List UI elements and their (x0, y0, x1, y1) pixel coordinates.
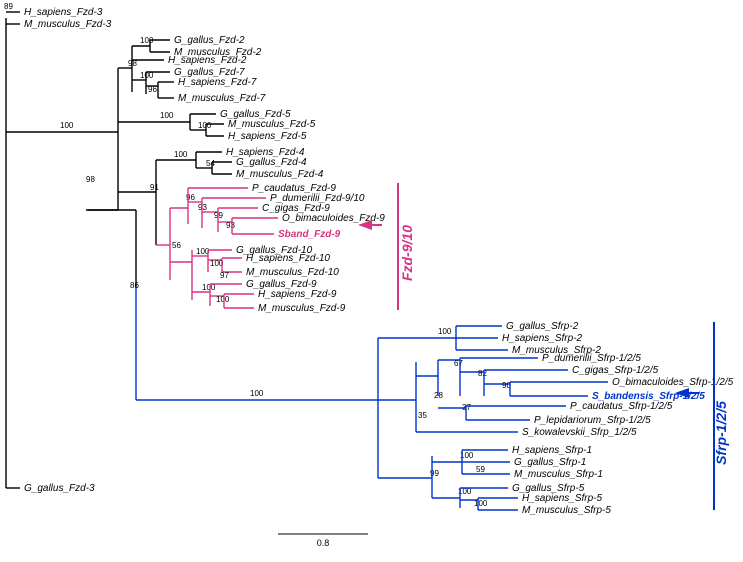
svg-text:37: 37 (462, 403, 471, 412)
svg-text:100: 100 (60, 121, 74, 130)
sfrp-clade-label: Sfrp-1/2/5 (713, 401, 729, 465)
svg-text:H_sapiens_Fzd-2: H_sapiens_Fzd-2 (168, 55, 247, 66)
svg-text:56: 56 (172, 241, 181, 250)
svg-text:M_musculus_Fzd-4: M_musculus_Fzd-4 (236, 169, 324, 180)
svg-text:C_gigas_Sfrp-1/2/5: C_gigas_Sfrp-1/2/5 (572, 365, 659, 376)
svg-text:91: 91 (150, 183, 159, 192)
scale-bar-label: 0.8 (317, 538, 330, 548)
fzd-clade-label: Fzd-9/10 (399, 225, 415, 281)
svg-text:100: 100 (174, 150, 188, 159)
svg-text:G_gallus_Sfrp-1: G_gallus_Sfrp-1 (514, 457, 586, 468)
svg-text:H_sapiens_Fzd-5: H_sapiens_Fzd-5 (228, 131, 307, 142)
svg-text:89: 89 (4, 2, 13, 11)
svg-text:54: 54 (206, 159, 215, 168)
svg-text:H_sapiens_Fzd-10: H_sapiens_Fzd-10 (246, 253, 330, 264)
phylogenetic-tree: H_sapiens_Fzd-3M_musculus_Fzd-3 89 G_gallu… (0, 0, 743, 562)
svg-text:86: 86 (130, 281, 139, 290)
svg-text:H_sapiens_Sfrp-1: H_sapiens_Sfrp-1 (512, 445, 592, 456)
svg-text:G_gallus_Fzd-4: G_gallus_Fzd-4 (236, 157, 307, 168)
svg-text:M_musculus_Fzd-5: M_musculus_Fzd-5 (228, 119, 316, 130)
svg-text:M_musculus_Sfrp-1: M_musculus_Sfrp-1 (514, 469, 603, 480)
svg-text:28: 28 (434, 391, 443, 400)
svg-text:59: 59 (476, 465, 485, 474)
svg-text:H_sapiens_Sfrp-5: H_sapiens_Sfrp-5 (522, 493, 602, 504)
svg-text:98: 98 (128, 59, 137, 68)
taxon-label: M_musculus_Fzd-3 (24, 19, 112, 30)
svg-text:P_dumerilii_Sfrp-1/2/5: P_dumerilii_Sfrp-1/2/5 (542, 353, 641, 364)
svg-text:100: 100 (216, 295, 230, 304)
svg-text:S_kowalevskii_Sfrp_1/2/5: S_kowalevskii_Sfrp_1/2/5 (522, 427, 637, 438)
svg-text:M_musculus_Fzd-7: M_musculus_Fzd-7 (178, 93, 266, 104)
svg-text:H_sapiens_Fzd-9: H_sapiens_Fzd-9 (258, 289, 337, 300)
taxon-label: H_sapiens_Fzd-3 (24, 7, 103, 18)
svg-text:G_gallus_Sfrp-2: G_gallus_Sfrp-2 (506, 321, 579, 332)
taxon-label: G_gallus_Fzd-3 (24, 483, 95, 494)
svg-text:M_musculus_Fzd-9: M_musculus_Fzd-9 (258, 303, 346, 314)
svg-text:100: 100 (198, 121, 212, 130)
svg-text:100: 100 (474, 499, 488, 508)
svg-text:P_caudatus_Sfrp-1/2/5: P_caudatus_Sfrp-1/2/5 (570, 401, 673, 412)
svg-text:93: 93 (226, 221, 235, 230)
svg-text:100: 100 (250, 389, 264, 398)
svg-text:100: 100 (438, 327, 452, 336)
svg-text:98: 98 (86, 175, 95, 184)
svg-text:99: 99 (214, 211, 223, 220)
svg-text:G_gallus_Fzd-2: G_gallus_Fzd-2 (174, 35, 245, 46)
svg-text:67: 67 (454, 359, 463, 368)
svg-text:96: 96 (148, 85, 157, 94)
svg-text:P_lepidariorum_Sfrp-1/2/5: P_lepidariorum_Sfrp-1/2/5 (534, 415, 651, 426)
svg-text:100: 100 (160, 111, 174, 120)
svg-text:M_musculus_Sfrp-5: M_musculus_Sfrp-5 (522, 505, 611, 516)
svg-text:M_musculus_Fzd-10: M_musculus_Fzd-10 (246, 267, 339, 278)
highlight-fzd: Sband_Fzd-9 (278, 229, 341, 240)
svg-text:H_sapiens_Sfrp-2: H_sapiens_Sfrp-2 (502, 333, 582, 344)
svg-text:H_sapiens_Fzd-7: H_sapiens_Fzd-7 (178, 77, 257, 88)
svg-text:93: 93 (198, 203, 207, 212)
svg-text:O_bimaculoides_Sfrp-1/2/5: O_bimaculoides_Sfrp-1/2/5 (612, 377, 734, 388)
svg-text:35: 35 (418, 411, 427, 420)
svg-text:97: 97 (220, 271, 229, 280)
